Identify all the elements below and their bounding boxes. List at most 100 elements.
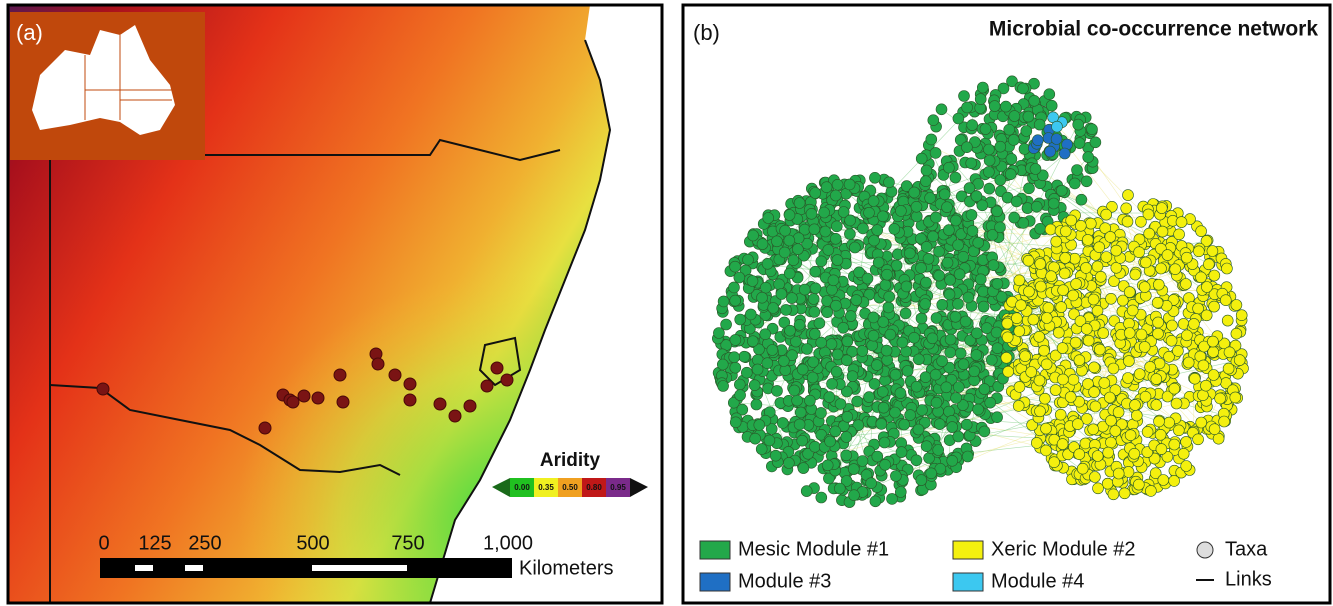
taxon-node [925,193,936,204]
taxon-node [781,304,792,315]
taxon-node [921,441,932,452]
sample-site [404,378,416,390]
taxon-node [764,435,775,446]
taxon-node [1026,367,1037,378]
taxon-node [752,364,763,375]
taxon-node [1111,245,1122,256]
taxon-node [1196,226,1207,237]
taxon-node [971,350,982,361]
taxon-node [1029,95,1040,106]
colorbar-label: 0.50 [562,483,578,492]
taxon-node [960,316,971,327]
taxon-node [1208,370,1219,381]
taxon-node [1169,383,1180,394]
taxon-node [1083,335,1094,346]
taxon-node [799,284,810,295]
taxon-node [1170,264,1181,275]
taxon-node [820,226,831,237]
taxon-node [878,402,889,413]
taxon-node [1088,424,1099,435]
taxon-node [945,334,956,345]
scalebar-segment [312,565,407,571]
taxon-node [1124,328,1135,339]
taxon-node [911,201,922,212]
taxon-node [857,456,868,467]
taxon-node [735,390,746,401]
taxon-node [961,142,972,153]
sample-site [491,362,503,374]
taxon-node [1145,361,1156,372]
sample-site [298,390,310,402]
taxon-node [1134,247,1145,258]
taxon-node [911,455,922,466]
taxon-node [1092,451,1103,462]
taxon-node [1164,417,1175,428]
taxon-node [1039,345,1050,356]
taxon-node [1102,478,1113,489]
taxon-node [1004,124,1015,135]
taxon-node [824,392,835,403]
taxon-node [770,450,781,461]
taxon-node [1005,169,1016,180]
taxon-node [1000,101,1011,112]
sample-site [464,400,476,412]
taxon-node [1018,83,1029,94]
taxon-node [1156,203,1167,214]
taxon-node [828,275,839,286]
taxon-node [934,246,945,257]
taxon-node [1193,246,1204,257]
taxon-node [902,366,913,377]
taxon-node [1121,203,1132,214]
taxon-node [1101,252,1112,263]
taxon-node [1176,217,1187,228]
taxon-node [809,306,820,317]
taxon-node [1110,426,1121,437]
taxon-node [936,104,947,115]
sample-site [337,396,349,408]
taxon-node [822,460,833,471]
taxon-node [1058,285,1069,296]
taxon-node [760,282,771,293]
taxon-node [973,404,984,415]
taxon-node [973,237,984,248]
taxon-node [730,417,741,428]
taxon-node [977,82,988,93]
taxon-node [1122,216,1133,227]
taxon-node [884,291,895,302]
taxon-node [890,369,901,380]
taxon-node [1201,310,1212,321]
taxon-node [730,334,741,345]
taxon-node [878,317,889,328]
taxon-node [1180,279,1191,290]
taxon-node [995,222,1006,233]
taxon-node [942,202,953,213]
taxon-node [991,327,1002,338]
taxon-node [1035,406,1046,417]
sample-site [259,422,271,434]
taxon-node [1045,224,1056,235]
taxon-node [1011,196,1022,207]
taxon-node [777,417,788,428]
taxon-node [971,328,982,339]
taxon-node [849,490,860,501]
taxon-node [884,177,895,188]
sample-site [404,394,416,406]
taxon-node [1099,377,1110,388]
taxon-node [717,359,728,370]
sample-site [287,396,299,408]
taxon-node [971,191,982,202]
taxon-node [754,419,765,430]
legend-swatch [953,541,983,559]
taxon-node [1171,398,1182,409]
taxon-node [1106,293,1117,304]
taxon-node [816,492,827,503]
taxon-node [950,311,961,322]
taxon-node [1044,89,1055,100]
taxon-node [1162,250,1173,261]
taxon-node [1201,282,1212,293]
taxon-node [1103,447,1114,458]
key-label: Taxa [1225,538,1268,560]
taxon-node [930,212,941,223]
taxon-node [876,418,887,429]
taxon-node [830,426,841,437]
